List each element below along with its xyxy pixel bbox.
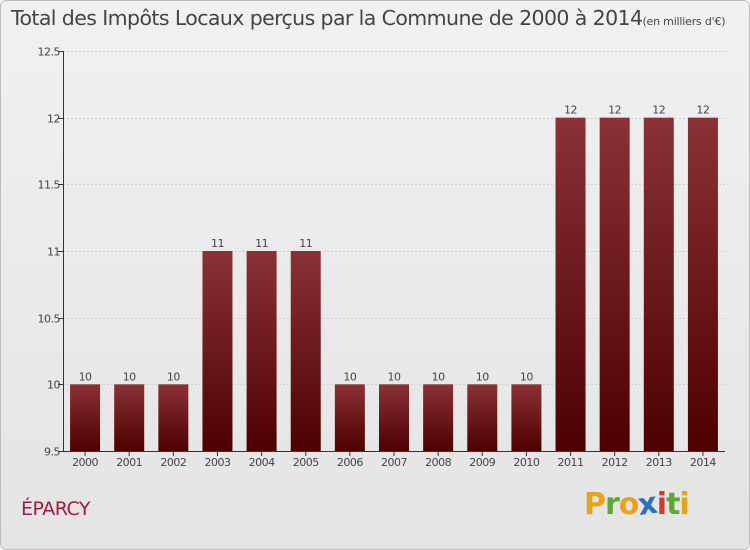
bar: [423, 384, 454, 451]
bar-value-label: 12: [696, 104, 709, 117]
y-tick-label: 9.5: [44, 446, 60, 459]
y-tick-label: 11.5: [38, 179, 61, 192]
bar: [202, 251, 233, 451]
y-tick-label: 12.5: [38, 46, 61, 59]
axes: [58, 51, 725, 456]
y-tick-label: 10: [47, 379, 60, 392]
x-tick-label: 2008: [425, 456, 451, 469]
bar: [70, 384, 101, 451]
x-tick-label: 2003: [204, 456, 230, 469]
proxiti-logo: Proxiti: [584, 485, 690, 524]
bar: [467, 384, 498, 451]
x-tick-label: 2007: [381, 456, 407, 469]
bar: [246, 251, 277, 451]
bar: [555, 117, 586, 452]
bar-value-label: 12: [652, 104, 665, 117]
commune-name: ÉPARCY: [21, 498, 91, 520]
logo-letter: o: [618, 487, 640, 522]
logo-letter: t: [666, 487, 680, 522]
bar: [511, 384, 542, 451]
bar: [290, 251, 321, 451]
bar: [687, 117, 718, 452]
x-tick-label: 2014: [690, 456, 716, 469]
logo-letter: i: [679, 487, 689, 522]
logo-letter: x: [636, 485, 660, 524]
bar: [334, 384, 365, 451]
bar: [114, 384, 145, 451]
x-tick-label: 2011: [558, 456, 584, 469]
bar: [379, 384, 409, 451]
bar-value-label: 12: [564, 104, 577, 117]
bar: [599, 117, 630, 452]
chart-title: Total des Impôts Locaux perçus par la Co…: [11, 6, 726, 30]
logo-letter: P: [584, 487, 606, 522]
y-tick-label: 10.5: [38, 313, 61, 326]
logo-letter: i: [656, 487, 667, 522]
bar: [643, 117, 674, 452]
logo-letter: r: [605, 487, 620, 522]
bar-value-label: 10: [388, 370, 401, 383]
bar: [158, 384, 189, 451]
chart-title-text: Total des Impôts Locaux perçus par la Co…: [11, 6, 643, 30]
x-tick-label: 2004: [249, 456, 275, 469]
bar-value-label: 10: [343, 370, 356, 383]
bar-value-label: 11: [211, 237, 224, 250]
bar-value-label: 10: [520, 370, 533, 383]
x-tick-label: 2005: [293, 456, 319, 469]
labels: 9.5 10 10.5 11 11.5 12 12.5 10 2000 10 2001 10 2002 1…: [38, 46, 717, 470]
x-tick-label: 2010: [513, 456, 539, 469]
x-tick-label: 2000: [72, 456, 98, 469]
x-tick-label: 2002: [160, 456, 186, 469]
bar-value-label: 12: [608, 104, 621, 117]
y-tick-label: 12: [47, 113, 60, 126]
y-tick-label: 11: [47, 246, 60, 259]
x-tick-label: 2012: [602, 456, 628, 469]
bar-value-label: 10: [432, 370, 445, 383]
bar-value-label: 11: [299, 237, 312, 250]
bar-value-label: 11: [255, 237, 268, 250]
x-tick-label: 2006: [337, 456, 363, 469]
x-tick-label: 2001: [116, 456, 142, 469]
x-tick-label: 2013: [646, 456, 672, 469]
bar-value-label: 10: [123, 370, 136, 383]
bar-value-label: 10: [79, 370, 92, 383]
chart-unit-label: (en milliers d'€): [642, 15, 726, 28]
bar-value-label: 10: [476, 370, 489, 383]
bar-value-label: 10: [167, 370, 180, 383]
bars: [70, 117, 718, 452]
x-tick-label: 2009: [469, 456, 495, 469]
